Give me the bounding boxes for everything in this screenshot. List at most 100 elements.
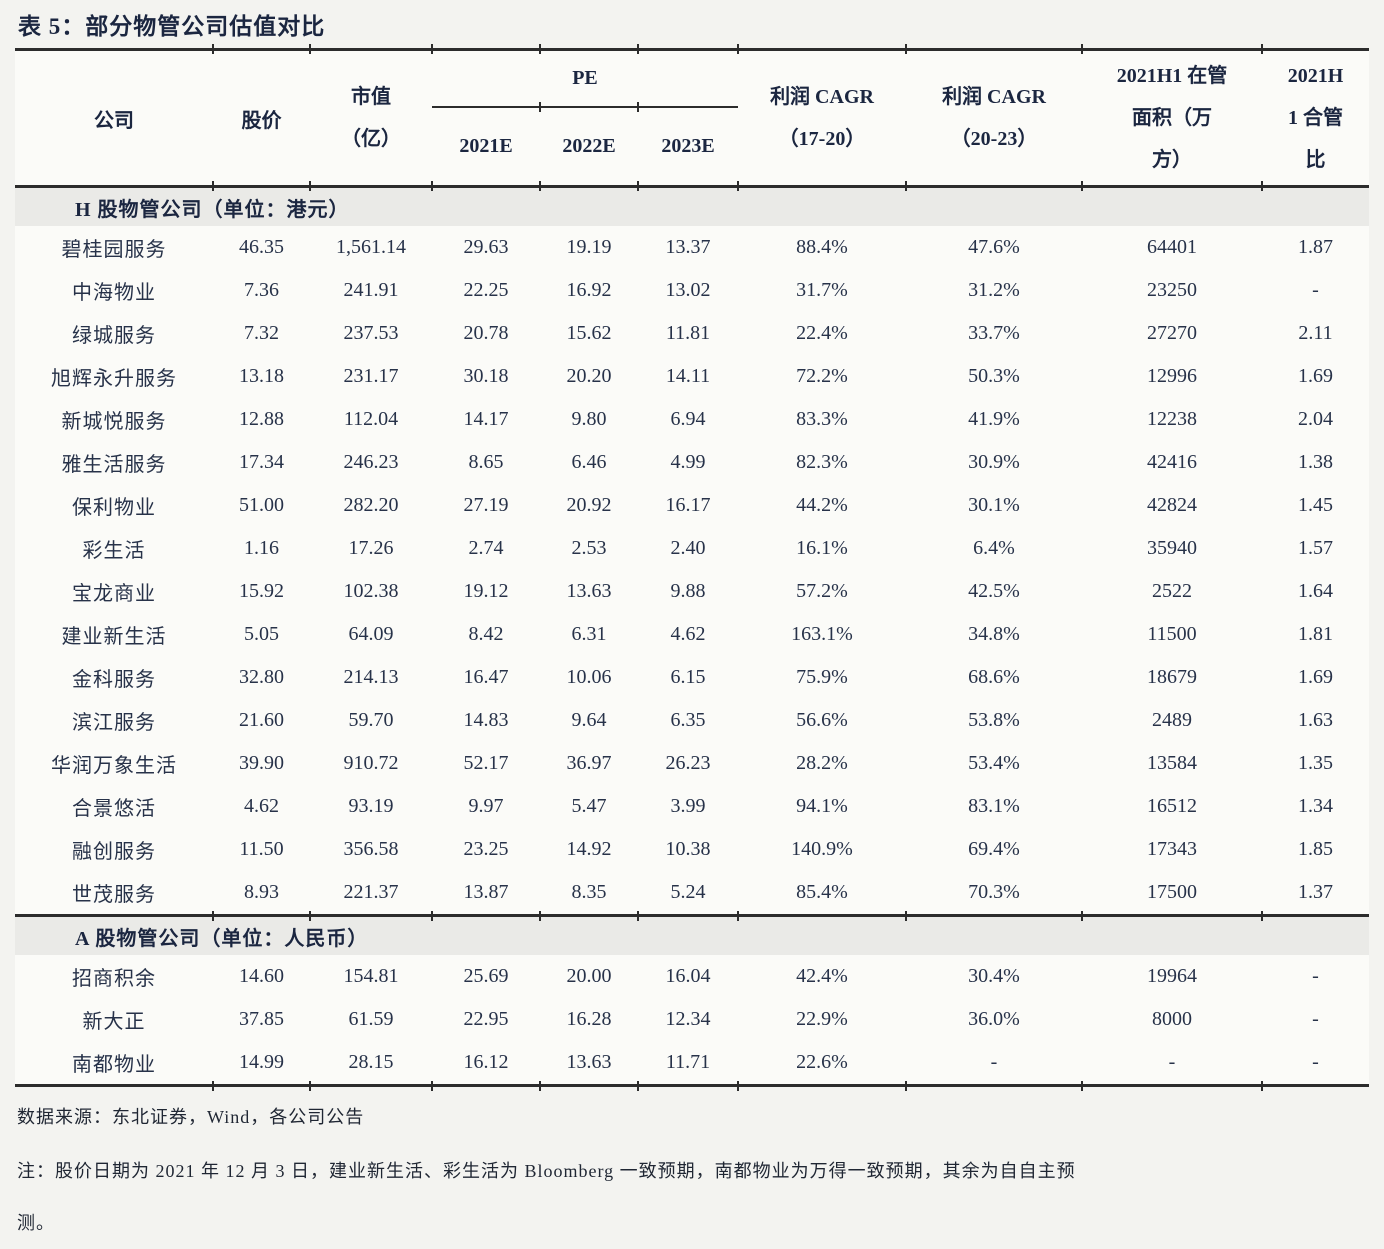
cell-cagr-17-20: 94.1% [738, 785, 907, 828]
cell-cagr-17-20: 140.9% [738, 828, 907, 871]
rule-tick [212, 44, 214, 54]
cell-company: 彩生活 [15, 527, 213, 570]
cell-pe-2021e: 23.25 [432, 828, 540, 871]
rule-tick [1081, 1081, 1084, 1091]
rule-tick [1081, 44, 1084, 54]
header-line: 方） [1152, 149, 1193, 171]
cell-pe-2023e: 14.11 [638, 355, 739, 398]
cell-managed-ratio: 1.38 [1262, 441, 1370, 484]
table-title: 表 5：部分物管公司估值对比 [18, 14, 326, 39]
header-line: 利润 CAGR [770, 86, 874, 108]
table-row: 雅生活服务 17.34 246.23 8.65 6.46 4.99 82.3% … [15, 441, 1370, 484]
cell-managed-area: 16512 [1082, 785, 1263, 828]
rule-tick [309, 44, 311, 54]
header-line: 市值 [351, 86, 391, 108]
rule-tick [539, 1081, 541, 1091]
cell-pe-2022e: 6.31 [540, 613, 638, 656]
rule-tick [637, 180, 639, 191]
col-header-pe-2023e: 2023E [638, 107, 739, 188]
cell-pe-2023e: 11.81 [638, 312, 739, 355]
cell-company: 华润万象生活 [15, 742, 213, 785]
cell-managed-area: 17343 [1082, 828, 1263, 871]
rule-tick [1081, 180, 1084, 191]
rule-tick [431, 180, 433, 191]
cell-pe-2023e: 9.88 [638, 570, 739, 613]
cell-managed-area: 2522 [1082, 570, 1263, 613]
rule-tick [1261, 1081, 1264, 1091]
cell-company: 碧桂园服务 [15, 226, 213, 269]
header-row-pe-years: 2021E 2022E 2023E [15, 107, 1369, 188]
cell-price: 37.85 [213, 998, 310, 1041]
cell-pe-2023e: 16.04 [638, 955, 739, 998]
table-row: 宝龙商业 15.92 102.38 19.12 13.63 9.88 57.2%… [15, 570, 1370, 613]
cell-managed-ratio: 1.81 [1262, 613, 1370, 656]
cell-pe-2021e: 16.12 [432, 1041, 540, 1087]
cell-pe-2022e: 2.53 [540, 527, 638, 570]
cell-cagr-17-20: 82.3% [738, 441, 907, 484]
cell-company: 雅生活服务 [15, 441, 213, 484]
cell-market-cap: 214.13 [310, 656, 432, 699]
cell-price: 14.99 [213, 1041, 310, 1087]
cell-pe-2021e: 8.65 [432, 441, 540, 484]
rule-tick [539, 180, 541, 191]
cell-pe-2022e: 9.64 [540, 699, 638, 742]
cell-company: 金科服务 [15, 656, 213, 699]
cell-pe-2021e: 9.97 [432, 785, 540, 828]
rule-tick [539, 44, 541, 54]
col-header-pe-group: PE [432, 48, 739, 108]
cell-company: 绿城服务 [15, 312, 213, 355]
cell-pe-2021e: 22.95 [432, 998, 540, 1041]
cell-company: 融创服务 [15, 828, 213, 871]
cell-pe-2021e: 52.17 [432, 742, 540, 785]
rule-tick [309, 910, 311, 921]
table-row: 金科服务 32.80 214.13 16.47 10.06 6.15 75.9%… [15, 656, 1370, 699]
cell-cagr-17-20: 72.2% [738, 355, 907, 398]
cell-managed-area: 42416 [1082, 441, 1263, 484]
table-row: 招商积余 14.60 154.81 25.69 20.00 16.04 42.4… [15, 955, 1370, 998]
cell-company: 合景悠活 [15, 785, 213, 828]
cell-price: 39.90 [213, 742, 310, 785]
cell-managed-area: 11500 [1082, 613, 1263, 656]
cell-managed-ratio: - [1262, 998, 1370, 1041]
header-line: 2021H1 在管 [1116, 65, 1228, 87]
cell-price: 11.50 [213, 828, 310, 871]
cell-market-cap: 246.23 [310, 441, 432, 484]
col-header-managed-area: 2021H1 在管 面积（万 方） [1082, 48, 1263, 188]
cell-cagr-20-23: 36.0% [906, 998, 1083, 1041]
cell-market-cap: 237.53 [310, 312, 432, 355]
rule-tick [1261, 180, 1264, 191]
cell-managed-ratio: 1.35 [1262, 742, 1370, 785]
cell-pe-2021e: 25.69 [432, 955, 540, 998]
cell-managed-area: 27270 [1082, 312, 1263, 355]
cell-cagr-20-23: 30.4% [906, 955, 1083, 998]
cell-managed-ratio: 2.04 [1262, 398, 1370, 441]
valuation-table: 公司 股价 市值 （亿） PE 利润 CAGR （17-20） 利润 CAGR … [15, 48, 1370, 1087]
cell-cagr-20-23: 31.2% [906, 269, 1083, 312]
cell-company: 世茂服务 [15, 871, 213, 916]
cell-cagr-20-23: 42.5% [906, 570, 1083, 613]
table-row: 保利物业 51.00 282.20 27.19 20.92 16.17 44.2… [15, 484, 1370, 527]
cell-pe-2021e: 16.47 [432, 656, 540, 699]
cell-managed-area: 17500 [1082, 871, 1263, 916]
cell-price: 17.34 [213, 441, 310, 484]
cell-managed-ratio: 1.85 [1262, 828, 1370, 871]
col-header-managed-ratio: 2021H 1 合管 比 [1262, 48, 1370, 188]
cell-market-cap: 221.37 [310, 871, 432, 916]
col-header-price: 股价 [213, 48, 310, 188]
cell-pe-2022e: 19.19 [540, 226, 638, 269]
cell-cagr-17-20: 44.2% [738, 484, 907, 527]
cell-cagr-20-23: 50.3% [906, 355, 1083, 398]
cell-company: 招商积余 [15, 955, 213, 998]
col-header-pe-2022e: 2022E [540, 107, 638, 188]
cell-cagr-20-23: 30.1% [906, 484, 1083, 527]
cell-cagr-17-20: 28.2% [738, 742, 907, 785]
table-row: 融创服务 11.50 356.58 23.25 14.92 10.38 140.… [15, 828, 1370, 871]
rule-tick [737, 180, 740, 191]
cell-market-cap: 17.26 [310, 527, 432, 570]
section-header-row: A 股物管公司（单位：人民币） [15, 914, 1370, 955]
header-line: 比 [1305, 149, 1326, 171]
cell-pe-2022e: 20.20 [540, 355, 638, 398]
cell-managed-ratio: - [1262, 269, 1370, 312]
cell-price: 46.35 [213, 226, 310, 269]
cell-managed-area: 19964 [1082, 955, 1263, 998]
